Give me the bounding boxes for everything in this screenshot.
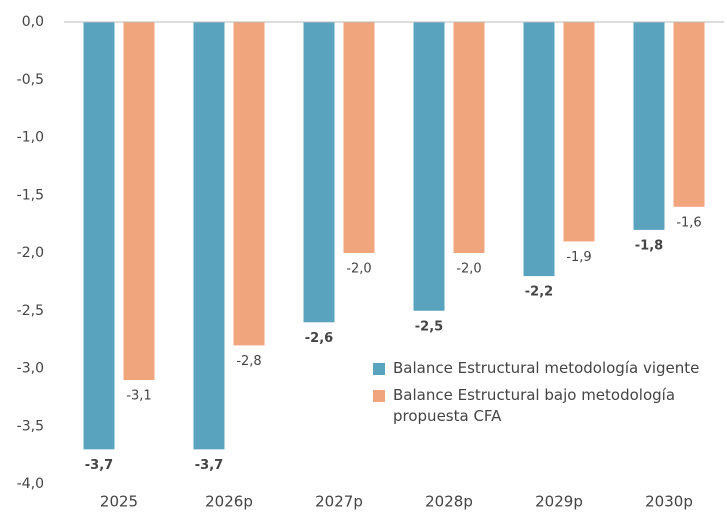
bar [453, 22, 485, 253]
bar [303, 22, 335, 323]
value-label: -2,2 [525, 285, 553, 300]
y-tick-label: -1,0 [17, 130, 44, 146]
y-tick-label: 0,0 [22, 14, 44, 30]
y-tick-label: -3,5 [17, 418, 44, 434]
value-label: -1,8 [635, 238, 663, 253]
x-tick-label: 2028p [425, 493, 473, 511]
bar [123, 22, 155, 381]
legend-label: Balance Estructural bajo metodología pro… [393, 386, 676, 425]
value-label: -3,7 [195, 458, 223, 473]
y-tick-label: -0,5 [17, 72, 44, 88]
x-tick-label: 2026p [205, 493, 253, 511]
legend-item: Balance Estructural metodología vigente [373, 358, 713, 379]
legend-swatch [373, 390, 385, 402]
legend-label: Balance Estructural metodología vigente [393, 359, 700, 377]
legend-item: Balance Estructural bajo metodología pro… [373, 385, 713, 427]
value-label: -1,6 [676, 215, 701, 230]
value-label: -3,7 [85, 458, 113, 473]
x-tick-label: 2030p [645, 493, 693, 511]
bar [83, 22, 115, 450]
legend-swatch [373, 363, 385, 375]
value-label: -3,1 [126, 389, 151, 404]
bar [523, 22, 555, 277]
value-label: -2,0 [456, 262, 481, 277]
legend: Balance Estructural metodología vigente B… [373, 358, 713, 433]
bar [343, 22, 375, 253]
x-tick-label: 2027p [315, 493, 363, 511]
value-label: -2,8 [236, 354, 261, 369]
value-label: -2,5 [415, 319, 443, 334]
value-label: -2,6 [305, 331, 333, 346]
y-tick-label: -1,5 [17, 187, 44, 203]
y-tick-label: -2,5 [17, 303, 44, 319]
bar [633, 22, 665, 230]
value-label: -2,0 [346, 262, 371, 277]
bar [673, 22, 705, 207]
y-tick-label: -3,0 [17, 361, 44, 377]
bar [233, 22, 265, 346]
bar [413, 22, 445, 311]
value-label: -1,9 [566, 250, 591, 265]
x-tick-label: 2025 [100, 493, 138, 511]
y-tick-label: -2,0 [17, 245, 44, 261]
bar [193, 22, 225, 450]
y-tick-label: -4,0 [17, 476, 44, 492]
x-tick-label: 2029p [535, 493, 583, 511]
bar [563, 22, 595, 242]
